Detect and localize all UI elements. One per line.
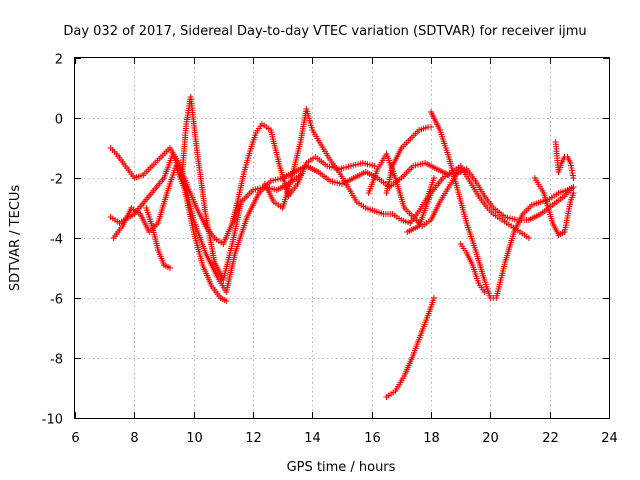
x-tick-label: 16 — [364, 431, 381, 446]
series-track-14 — [457, 241, 488, 295]
y-tick-label: -10 — [42, 413, 63, 428]
y-tick-label: -6 — [50, 293, 63, 308]
series-track-11 — [383, 295, 437, 400]
data-series — [107, 94, 577, 400]
x-tick-label: 10 — [186, 431, 203, 446]
x-axis-label: GPS time / hours — [287, 460, 396, 475]
series-track-1 — [107, 151, 286, 295]
data-point — [570, 175, 577, 181]
data-point — [481, 289, 488, 295]
series-track-15 — [531, 175, 577, 238]
data-point — [166, 265, 173, 271]
x-tick-label: 20 — [482, 431, 499, 446]
y-axis-label: SDTVAR / TECUs — [8, 185, 23, 292]
x-tick-label: 8 — [130, 431, 138, 446]
y-tick-label: 2 — [55, 53, 63, 68]
x-tick-label: 14 — [304, 431, 321, 446]
y-tick-label: -4 — [50, 233, 63, 248]
plot-frame — [74, 57, 610, 419]
x-tick-label: 6 — [71, 431, 79, 446]
chart-title: Day 032 of 2017, Sidereal Day-to-day VTE… — [63, 24, 586, 39]
x-tick-label: 22 — [542, 431, 559, 446]
series-track-4 — [143, 205, 173, 271]
y-axis-tick-labels: -10 -8 -6 -4 -2 0 2 — [42, 53, 63, 428]
series-track-2 — [107, 145, 304, 247]
data-point — [238, 199, 245, 205]
series-track-5 — [178, 94, 245, 283]
data-point — [371, 163, 378, 169]
data-point — [570, 190, 577, 196]
y-tick-label: 0 — [55, 113, 63, 128]
data-point — [525, 235, 532, 241]
data-point — [223, 298, 230, 304]
y-tick-label: -8 — [50, 353, 63, 368]
data-point — [428, 124, 434, 130]
series-track-7 — [261, 106, 437, 226]
axis-ticks — [75, 58, 610, 419]
y-tick-label: -2 — [50, 173, 63, 188]
series-track-10 — [383, 124, 434, 196]
x-axis-tick-labels: 6 8 10 12 14 16 18 20 22 24 — [71, 431, 617, 446]
data-point — [570, 184, 577, 190]
x-tick-label: 12 — [245, 431, 262, 446]
series-track-13 — [428, 109, 577, 301]
x-tick-label: 18 — [423, 431, 440, 446]
x-tick-label: 24 — [601, 431, 618, 446]
data-point — [430, 175, 437, 181]
series-track-16 — [552, 139, 577, 181]
data-point — [430, 295, 437, 301]
